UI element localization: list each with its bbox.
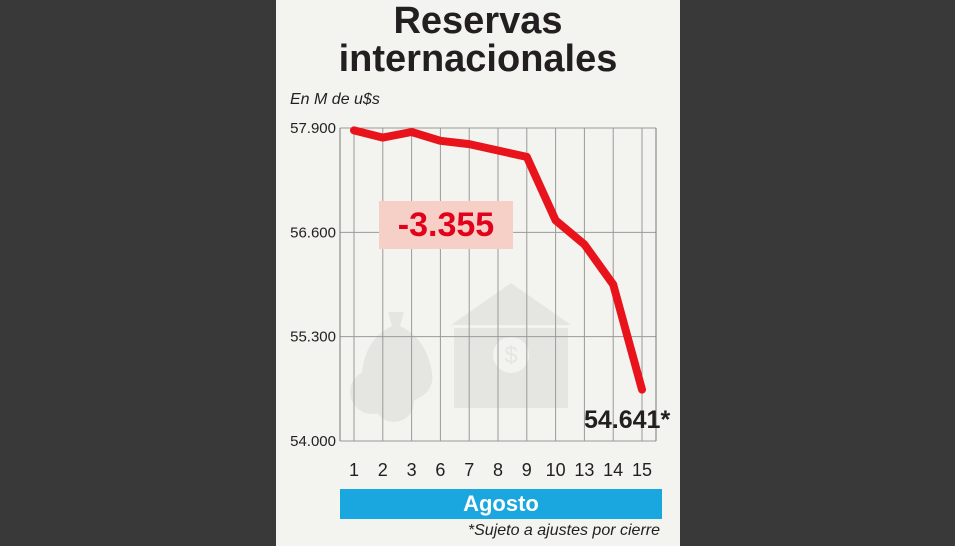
x-tick-label: 14 <box>603 460 623 480</box>
y-tick-label: 54.000 <box>290 433 336 450</box>
reserves-line <box>350 126 646 394</box>
x-tick-label: 13 <box>574 460 594 480</box>
x-tick-label: 8 <box>493 460 503 480</box>
x-tick-label: 3 <box>407 460 417 480</box>
x-tick-label: 2 <box>378 460 388 480</box>
title-line-2: internacionales <box>338 38 618 80</box>
chart-title: Reservas internacionales <box>276 2 680 78</box>
x-tick-label: 7 <box>464 460 474 480</box>
unit-label: En M de u$s <box>290 91 380 108</box>
end-value-label: 54.641* <box>584 406 671 434</box>
x-tick-label: 9 <box>522 460 532 480</box>
background-illustration: $ <box>350 283 571 422</box>
x-tick-label: 10 <box>546 460 566 480</box>
svg-text:$: $ <box>504 342 517 369</box>
x-axis-labels: 1 2 3 6 7 8 9 10 13 14 15 <box>349 460 652 480</box>
y-tick-label: 55.300 <box>290 329 336 346</box>
chart-grid <box>339 127 657 442</box>
line-chart: $ 57.900 56.600 55.300 54.000 1 2 3 6 7 8 9 10 13 14… <box>290 120 657 480</box>
title-line-1: Reservas <box>393 0 563 42</box>
x-tick-label: 6 <box>435 460 445 480</box>
x-tick-label: 1 <box>349 460 359 480</box>
delta-badge: -3.355 <box>379 201 513 249</box>
month-bar: Agosto <box>340 489 662 519</box>
money-bag-icon <box>361 312 433 404</box>
x-tick-label: 15 <box>632 460 652 480</box>
bank-dollar-icon: $ <box>451 283 571 408</box>
footnote: *Sujeto a ajustes por cierre <box>467 522 660 539</box>
infographic-card: Reservas internacionales En M de u$s $ 5… <box>276 0 680 546</box>
y-tick-label: 56.600 <box>290 224 336 241</box>
y-tick-label: 57.900 <box>290 120 336 137</box>
y-axis-labels: 57.900 56.600 55.300 54.000 <box>290 120 336 450</box>
